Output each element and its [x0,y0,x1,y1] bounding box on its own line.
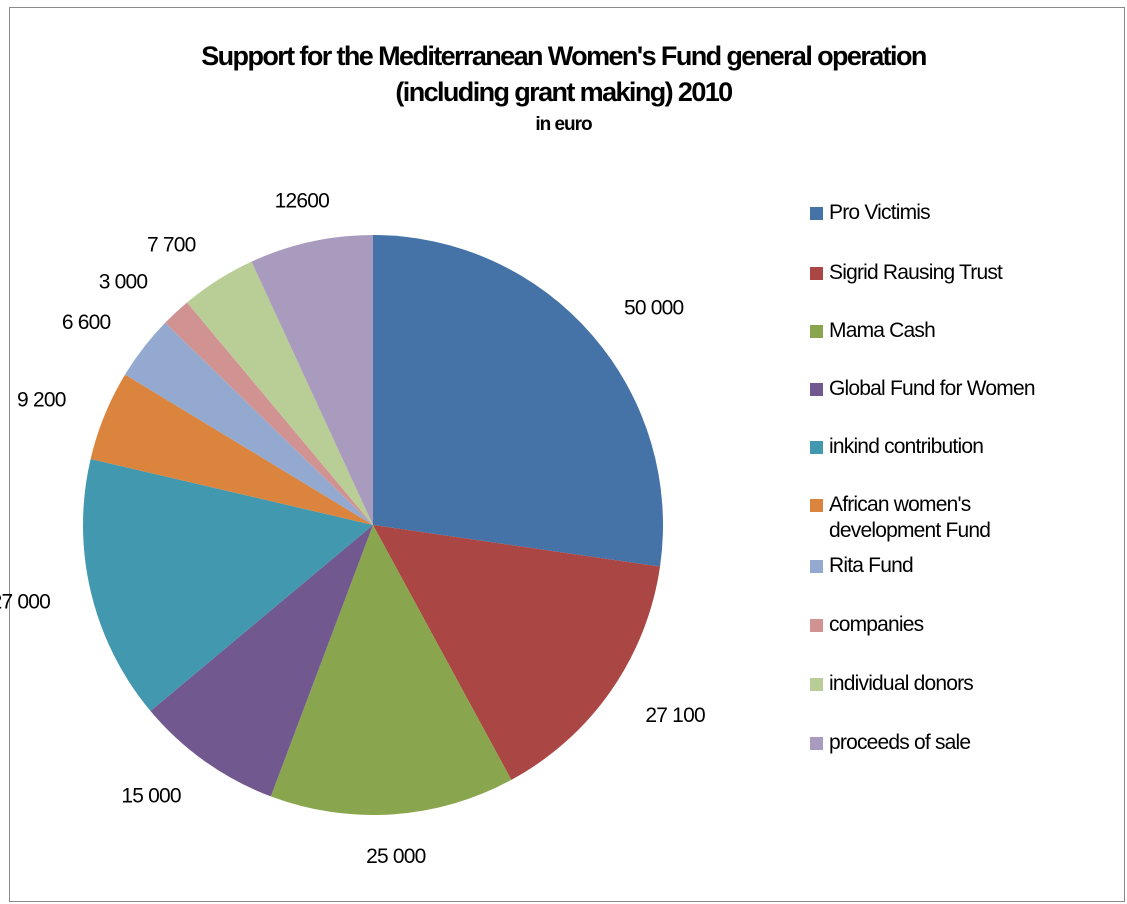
pie-slice-1 [373,525,660,780]
legend-label: inkind contribution [829,435,984,458]
pie-slice-8 [187,261,373,525]
legend-swatch [810,441,823,454]
data-label-9: 12600 [275,190,330,213]
pie-slice-6 [125,322,373,525]
legend-label: Rita Fund [829,554,914,577]
chart-title: Support for the Mediterranean Women's Fu… [0,38,1127,110]
pie-slice-0 [373,235,664,567]
legend-swatch [810,560,823,573]
data-label-7: 3 000 [99,271,148,294]
chart-title-line-1: Support for the Mediterranean Women's Fu… [201,41,927,71]
data-label-3: 15 000 [121,785,181,808]
data-label-5: 9 200 [17,389,66,412]
pie-slice-7 [165,302,373,525]
chart-subtitle: in euro [535,114,592,135]
pie-slice-5 [90,374,374,525]
data-label-2: 25 000 [366,845,426,868]
legend-label: individual donors [829,672,974,695]
legend-label: proceeds of sale [829,731,971,754]
chart-title-line-2: (including grant making) 2010 [395,77,733,107]
legend-label: Sigrid Rausing Trust [829,261,1003,284]
legend-swatch [810,383,823,396]
legend-label: Mama Cash [829,319,936,342]
legend-label: Pro Victimis [829,201,931,224]
legend-swatch [810,499,823,512]
legend-swatch [810,678,823,691]
legend-swatch [810,325,823,338]
pie-slice-9 [251,235,373,525]
legend-swatch [810,737,823,750]
pie-slice-2 [270,525,512,816]
data-label-8: 7 700 [147,234,196,257]
legend-label: Global Fund for Women [829,377,1036,400]
legend-swatch [810,619,823,632]
data-label-0: 50 000 [624,297,684,320]
legend-label: companies [829,613,924,636]
pie-slice-4 [82,458,373,711]
data-label-1: 27 100 [645,704,705,727]
legend-label: African women's development Fund [829,493,991,542]
data-label-6: 6 600 [62,311,111,334]
data-label-4: 27 000 [0,591,50,614]
legend-swatch [810,207,823,220]
pie-slice-3 [150,525,373,797]
legend-swatch [810,267,823,280]
